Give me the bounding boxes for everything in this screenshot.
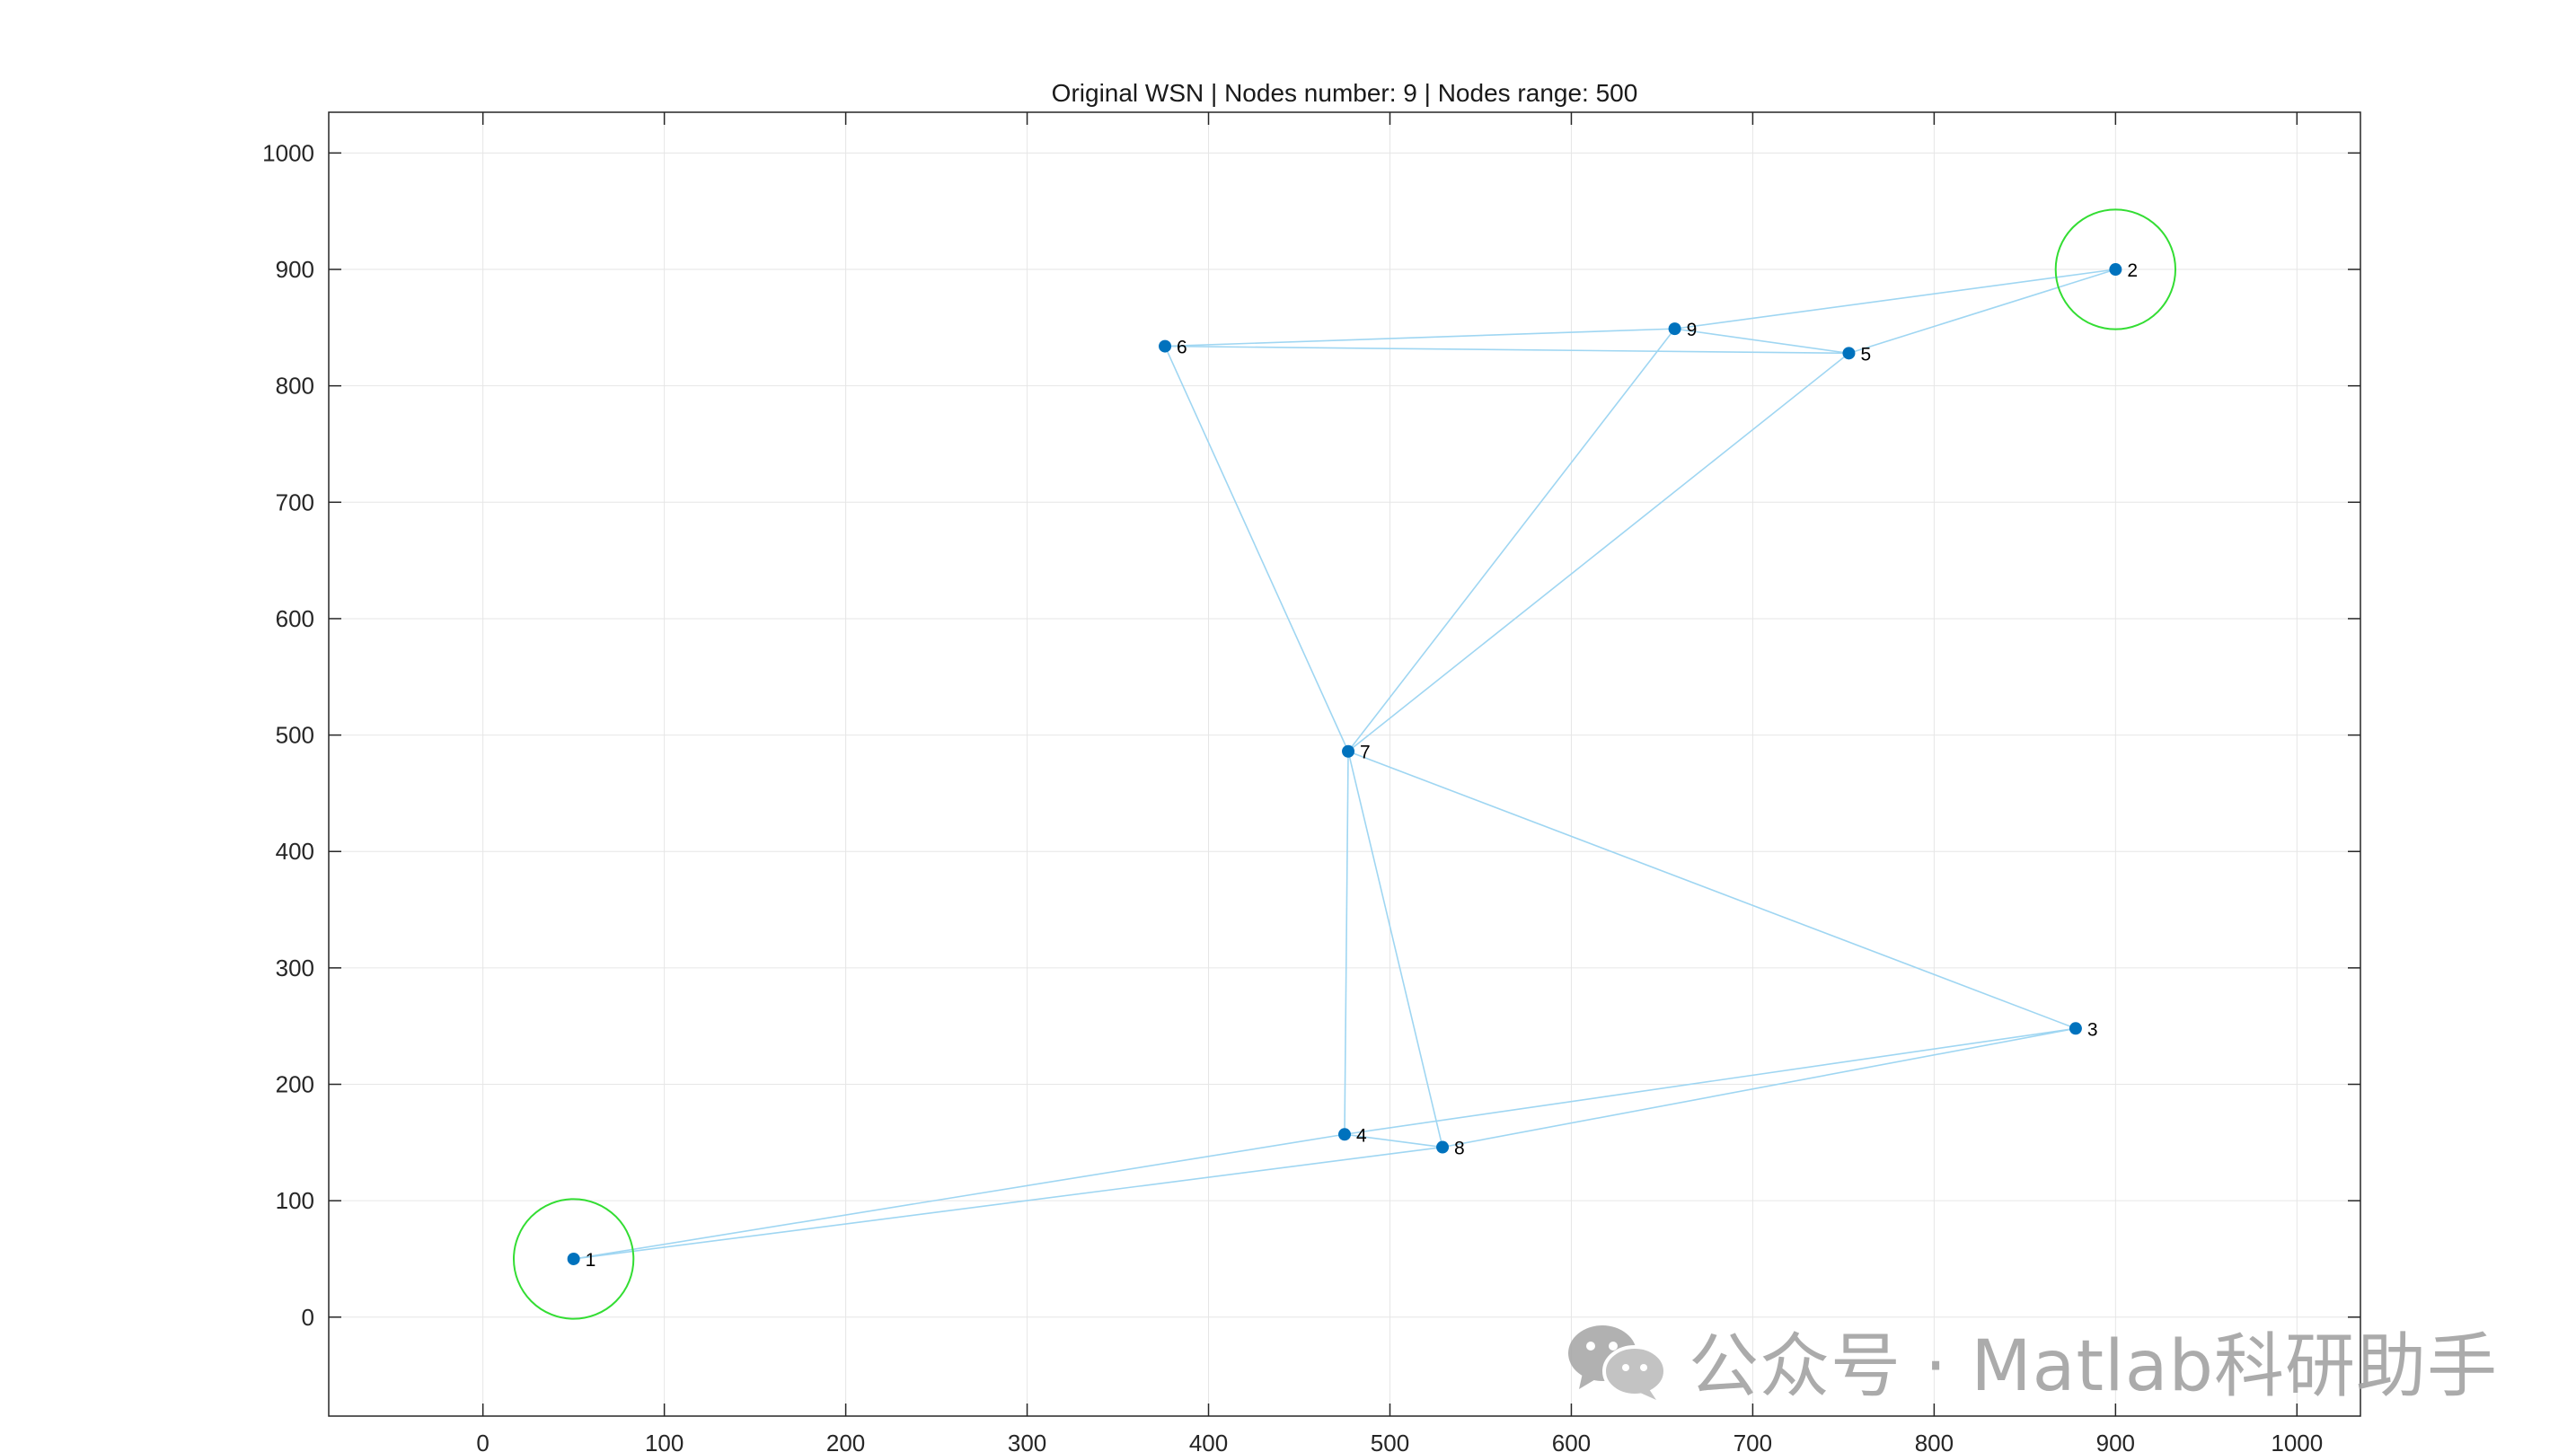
node-label-4: 4	[1356, 1125, 1367, 1146]
node-label-7: 7	[1360, 743, 1371, 763]
range-circle-node-2	[2054, 208, 2176, 330]
node-label-9: 9	[1687, 320, 1698, 340]
watermark: 公众号 · Matlab科研助手	[1563, 1320, 2498, 1407]
y-tick-label: 300	[276, 955, 314, 981]
link-4-3	[1344, 1027, 2077, 1136]
y-tick-label: 0	[302, 1304, 314, 1331]
watermark-text: 公众号 · Matlab科研助手	[1689, 1326, 2499, 1407]
grid-lines	[329, 112, 2360, 1416]
y-tick-label: 600	[276, 605, 314, 632]
link-6-5	[1165, 345, 1849, 355]
x-tick-label: 900	[2096, 1430, 2135, 1452]
node-label-8: 8	[1454, 1139, 1465, 1159]
node-1	[567, 1252, 580, 1265]
node-3	[2069, 1022, 2082, 1035]
x-tick-label: 400	[1189, 1430, 1228, 1452]
plot-area-frame	[328, 111, 2361, 1417]
y-tick-label: 200	[276, 1071, 314, 1098]
link-7-5	[1347, 352, 1849, 752]
node-4	[1338, 1128, 1351, 1141]
x-tick-label: 300	[1008, 1430, 1046, 1452]
network-links	[573, 268, 2116, 1260]
x-tick-label: 1000	[2271, 1430, 2323, 1452]
x-tick-label: 100	[645, 1430, 684, 1452]
wechat-icon	[1568, 1325, 1667, 1400]
node-5	[1842, 347, 1856, 360]
y-tick-label: 800	[276, 373, 314, 400]
link-7-9	[1347, 328, 1676, 752]
link-5-2	[1848, 268, 2116, 355]
range-circle-node-1	[513, 1198, 635, 1320]
link-1-4	[573, 1133, 1345, 1260]
link-9-2	[1674, 268, 2116, 330]
x-tick-label: 800	[1915, 1430, 1954, 1452]
x-tick-label: 0	[476, 1430, 489, 1452]
link-1-8	[573, 1146, 1443, 1260]
x-tick-label: 700	[1734, 1430, 1772, 1452]
node-label-3: 3	[2087, 1019, 2098, 1040]
node-7	[1342, 744, 1355, 758]
link-7-4	[1344, 751, 1349, 1135]
node-8	[1436, 1140, 1450, 1154]
node-6	[1159, 339, 1172, 353]
axis-ticks: 0 100 200 300 400 500 600 700 800 900 1000 0 100 200 3…	[262, 112, 2360, 1452]
y-tick-label: 500	[276, 722, 314, 749]
node-2	[2109, 263, 2122, 277]
node-label-5: 5	[1860, 344, 1871, 365]
link-7-6	[1164, 346, 1349, 752]
link-9-5	[1674, 328, 1849, 355]
node-9	[1668, 322, 1681, 336]
chart-title: Original WSN | Nodes number: 9 | Nodes r…	[1052, 79, 1638, 107]
y-tick-label: 700	[276, 488, 314, 515]
link-4-8	[1344, 1133, 1443, 1148]
link-6-9	[1165, 328, 1675, 348]
x-tick-label: 600	[1552, 1430, 1591, 1452]
node-label-2: 2	[2127, 260, 2138, 281]
x-tick-label: 500	[1371, 1430, 1409, 1452]
node-labels: 1 2 3 4 5 6 7 8 9	[586, 260, 2138, 1271]
link-8-3	[1442, 1027, 2077, 1148]
y-tick-label: 900	[276, 256, 314, 283]
x-tick-label: 200	[826, 1430, 865, 1452]
network-nodes	[567, 263, 2122, 1265]
y-tick-label: 100	[276, 1187, 314, 1214]
link-7-8	[1347, 751, 1443, 1148]
y-tick-label: 400	[276, 838, 314, 865]
y-tick-label: 1000	[262, 139, 314, 166]
highlight-circles	[513, 208, 2176, 1320]
link-7-3	[1347, 750, 2077, 1030]
node-label-1: 1	[586, 1250, 596, 1271]
node-label-6: 6	[1177, 338, 1187, 358]
